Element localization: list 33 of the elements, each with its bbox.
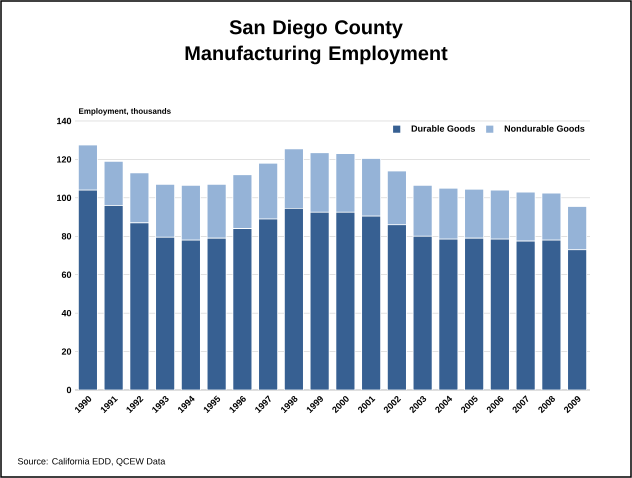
bar bbox=[541, 192, 562, 241]
bar bbox=[361, 216, 382, 390]
y-tick-label: 140 bbox=[57, 118, 72, 124]
bar bbox=[541, 240, 562, 390]
y-tick-label: 0 bbox=[66, 386, 72, 394]
bar bbox=[438, 238, 458, 390]
bar bbox=[516, 240, 536, 390]
bar bbox=[129, 222, 150, 390]
bar bbox=[567, 249, 588, 390]
legend-label: Nondurable Goods bbox=[504, 125, 584, 132]
bar bbox=[310, 212, 330, 390]
chart-title: San Diego County Manufacturing Employment bbox=[186, 20, 448, 64]
bar bbox=[206, 238, 227, 390]
bar bbox=[464, 238, 484, 390]
bar bbox=[412, 236, 433, 390]
legend-label: Durable Goods bbox=[412, 125, 475, 132]
y-tick-label: 20 bbox=[62, 348, 72, 355]
y-tick-label: 120 bbox=[57, 156, 72, 163]
y-tick-label: 40 bbox=[62, 310, 72, 316]
bar bbox=[284, 208, 304, 390]
source-note: Source: California EDD, QCEW Data bbox=[18, 458, 166, 466]
bar bbox=[180, 240, 201, 390]
bar bbox=[490, 238, 510, 390]
bar bbox=[78, 190, 98, 390]
bar bbox=[104, 205, 124, 390]
y-tick-label: 100 bbox=[57, 194, 72, 202]
bar bbox=[232, 228, 252, 390]
bar bbox=[386, 224, 407, 390]
y-tick-label: 80 bbox=[62, 233, 72, 240]
bar bbox=[155, 236, 176, 390]
bar bbox=[335, 212, 356, 390]
y-tick-label: 60 bbox=[62, 272, 72, 278]
bar bbox=[258, 218, 278, 390]
